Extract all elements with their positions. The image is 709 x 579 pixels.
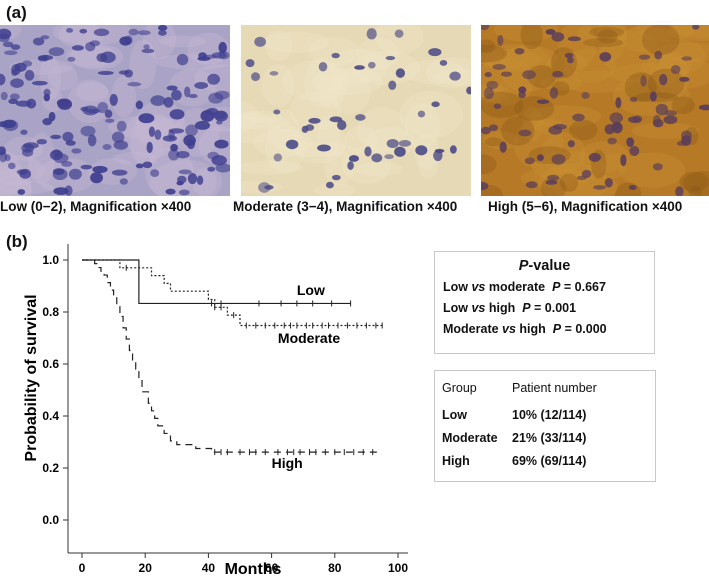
group-table-box: Group Patient number Low 10% (12/114) Mo…: [434, 370, 656, 482]
table-header-patients: Patient number: [512, 381, 597, 395]
y-tick-label: 0.8: [42, 305, 59, 319]
x-axis-label: Months: [225, 561, 282, 578]
micrograph-low: [0, 25, 230, 196]
table-count-high: 69% (69/114): [512, 454, 587, 468]
y-tick-label: 1.0: [42, 253, 59, 267]
panel-b-label: (b): [6, 232, 28, 251]
series-label-high: High: [272, 455, 303, 471]
x-tick-label: 100: [388, 561, 408, 575]
chart-series: [82, 259, 383, 456]
pvalue-row: Low vs moderate P = 0.667: [443, 280, 606, 294]
table-count-low: 10% (12/114): [512, 408, 587, 422]
x-tick-label: 40: [202, 561, 216, 575]
x-tick-label: 60: [265, 561, 279, 575]
y-axis-label: Probability of survival: [23, 294, 40, 461]
micrograph-high: [481, 25, 709, 196]
panel-a-label: (a): [6, 3, 27, 22]
chart-ticks: 0.0 0.2 0.4 0.6 0.8 1.0 0 20 40 60 80 100: [42, 253, 408, 575]
x-tick-label: 0: [79, 561, 86, 575]
y-tick-label: 0.2: [42, 461, 59, 475]
caption-low: Low (0−2), Magnification ×400: [0, 199, 192, 214]
pvalue-row: Moderate vs high P = 0.000: [443, 322, 607, 336]
table-group-moderate: Moderate: [442, 431, 498, 445]
table-group-low: Low: [442, 408, 467, 422]
x-tick-label: 80: [328, 561, 342, 575]
pvalue-row: Low vs high P = 0.001: [443, 301, 577, 315]
series-line-high: [82, 259, 380, 453]
pvalue-box: P-value Low vs moderate P = 0.667 Low vs…: [434, 251, 655, 354]
y-tick-label: 0.4: [42, 409, 59, 423]
survival-chart: 0.0 0.2 0.4 0.6 0.8 1.0 0 20 40 60 80 100 Low Modera…: [23, 244, 408, 578]
pvalue-title: P-value: [518, 258, 571, 274]
chart-axes: [67, 244, 408, 554]
micrograph-moderate: [241, 25, 471, 196]
y-tick-label: 0.0: [42, 513, 59, 527]
caption-high: High (5−6), Magnification ×400: [488, 199, 683, 214]
x-tick-label: 20: [139, 561, 153, 575]
series-label-low: Low: [297, 282, 325, 298]
table-count-moderate: 21% (33/114): [512, 431, 587, 445]
series-label-moderate: Moderate: [278, 330, 340, 346]
caption-moderate: Moderate (3−4), Magnification ×400: [233, 199, 458, 214]
chart-series-labels: Low Moderate High: [272, 282, 341, 471]
table-group-high: High: [442, 454, 470, 468]
table-header-group: Group: [442, 381, 477, 395]
y-tick-label: 0.6: [42, 357, 59, 371]
series-line-moderate: [82, 259, 383, 327]
